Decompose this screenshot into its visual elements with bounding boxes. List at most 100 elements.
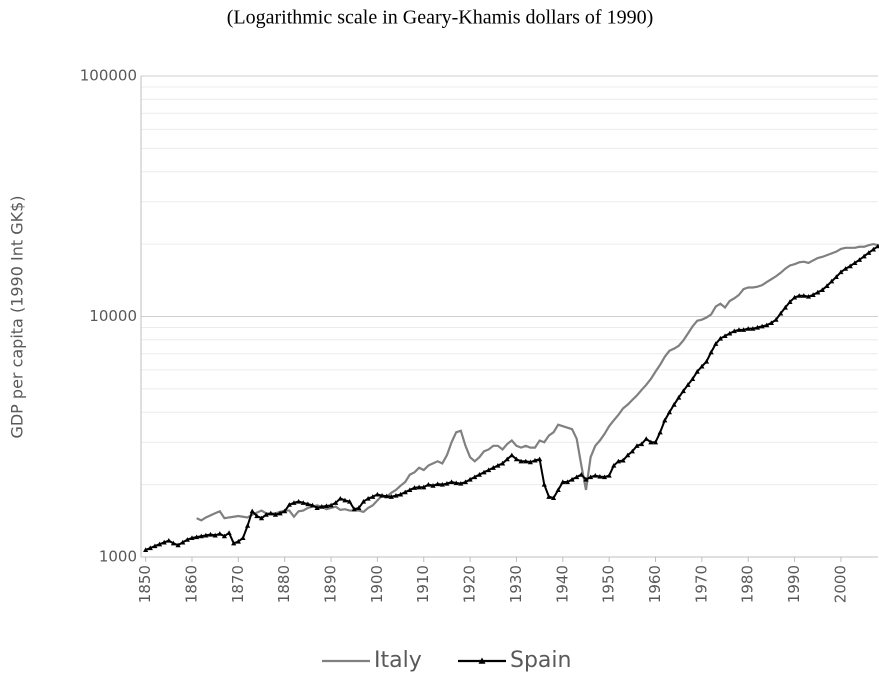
marker: [499, 460, 506, 466]
marker: [421, 484, 427, 490]
x-tick-label: 1990: [785, 565, 803, 603]
marker: [852, 260, 858, 266]
marker: [833, 274, 839, 280]
marker: [824, 283, 830, 289]
y-axis-label: GDP per capita (1990 Int GK$): [8, 195, 27, 438]
marker: [337, 495, 343, 501]
marker: [166, 538, 172, 543]
marker: [634, 443, 640, 448]
marker: [462, 479, 469, 485]
x-tick-label: 1860: [182, 565, 200, 603]
marker: [657, 429, 663, 435]
marker: [532, 457, 538, 463]
marker: [717, 335, 724, 341]
marker: [194, 534, 200, 540]
marker: [676, 395, 682, 400]
marker: [333, 500, 339, 505]
marker: [708, 349, 714, 355]
marker: [152, 543, 158, 549]
marker: [481, 469, 487, 475]
marker: [815, 289, 821, 295]
marker: [286, 502, 292, 507]
marker: [819, 287, 825, 292]
marker: [504, 456, 510, 462]
marker: [342, 497, 348, 503]
marker: [346, 498, 353, 504]
marker: [147, 545, 153, 551]
marker: [680, 388, 686, 394]
marker: [309, 502, 316, 508]
marker: [379, 493, 385, 498]
marker: [787, 299, 793, 304]
marker: [300, 500, 306, 505]
marker: [829, 278, 835, 284]
marker: [731, 328, 737, 334]
marker: [764, 322, 770, 328]
marker: [328, 502, 334, 508]
x-tick-label: 1910: [414, 565, 432, 603]
marker: [550, 495, 557, 501]
x-tick-label: 1920: [461, 565, 479, 603]
marker: [620, 457, 626, 463]
marker: [866, 250, 872, 255]
series-line: [196, 242, 879, 522]
marker: [203, 532, 209, 538]
marker: [486, 467, 492, 473]
marker: [430, 483, 436, 488]
marker: [374, 491, 380, 497]
marker: [796, 293, 802, 298]
marker: [689, 376, 696, 382]
marker: [509, 452, 515, 458]
marker: [388, 494, 394, 499]
marker: [221, 533, 228, 539]
marker: [703, 358, 710, 364]
marker: [189, 535, 195, 541]
marker: [745, 326, 751, 331]
y-tick-label: 10000: [89, 307, 137, 325]
marker: [606, 473, 612, 478]
marker: [365, 495, 371, 501]
marker: [759, 323, 765, 329]
marker: [778, 310, 784, 316]
marker: [319, 504, 325, 509]
marker: [360, 498, 367, 504]
marker: [448, 479, 455, 485]
marker: [861, 253, 867, 259]
marker: [402, 489, 408, 495]
marker: [625, 452, 631, 458]
marker: [801, 293, 807, 298]
marker: [384, 493, 390, 499]
marker: [235, 538, 241, 544]
marker: [272, 512, 279, 517]
marker: [411, 485, 418, 490]
marker: [356, 505, 362, 510]
marker: [425, 482, 431, 487]
marker: [439, 482, 445, 487]
x-tick-label: 1930: [507, 565, 525, 603]
x-tick-label: 2000: [831, 565, 849, 603]
marker: [560, 479, 566, 485]
legend-label: Italy: [374, 648, 422, 673]
marker: [588, 474, 594, 480]
marker: [671, 402, 677, 407]
marker: [291, 500, 297, 505]
marker: [546, 494, 552, 499]
marker: [453, 480, 459, 486]
marker: [652, 439, 659, 445]
marker: [472, 474, 478, 480]
marker: [198, 533, 204, 539]
marker: [611, 462, 617, 468]
marker: [184, 537, 190, 542]
marker: [555, 487, 561, 493]
x-tick-label: 1960: [646, 565, 664, 603]
marker: [569, 476, 575, 482]
marker: [314, 505, 320, 510]
marker: [564, 479, 571, 485]
marker: [523, 458, 529, 464]
marker: [643, 436, 649, 441]
marker: [648, 439, 654, 445]
legend-marker: [478, 657, 486, 664]
x-tick-label: 1880: [275, 565, 293, 603]
marker: [370, 494, 376, 499]
